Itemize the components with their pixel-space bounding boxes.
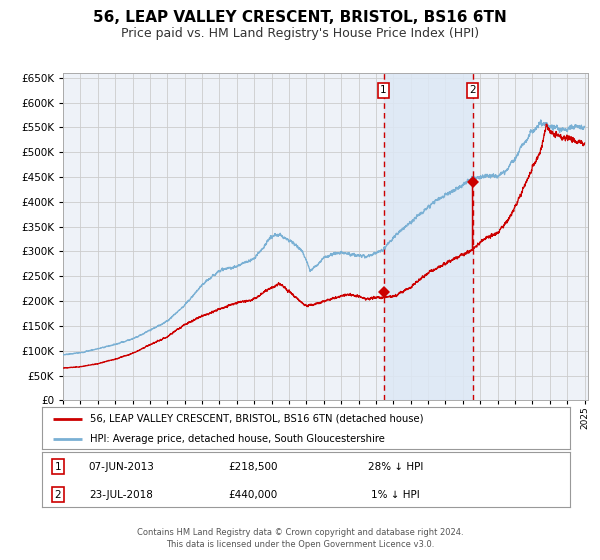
Text: HPI: Average price, detached house, South Gloucestershire: HPI: Average price, detached house, Sout… <box>89 433 385 444</box>
Text: 2: 2 <box>469 85 476 95</box>
Text: 28% ↓ HPI: 28% ↓ HPI <box>368 462 424 472</box>
Text: Price paid vs. HM Land Registry's House Price Index (HPI): Price paid vs. HM Land Registry's House … <box>121 27 479 40</box>
Text: 1: 1 <box>380 85 387 95</box>
Text: Contains HM Land Registry data © Crown copyright and database right 2024.: Contains HM Land Registry data © Crown c… <box>137 528 463 536</box>
Text: 56, LEAP VALLEY CRESCENT, BRISTOL, BS16 6TN: 56, LEAP VALLEY CRESCENT, BRISTOL, BS16 … <box>93 10 507 25</box>
Text: £440,000: £440,000 <box>229 490 278 500</box>
Text: 23-JUL-2018: 23-JUL-2018 <box>89 490 153 500</box>
Text: 56, LEAP VALLEY CRESCENT, BRISTOL, BS16 6TN (detached house): 56, LEAP VALLEY CRESCENT, BRISTOL, BS16 … <box>89 414 423 424</box>
Text: 2: 2 <box>55 490 61 500</box>
Text: £218,500: £218,500 <box>229 462 278 472</box>
Text: 07-JUN-2013: 07-JUN-2013 <box>88 462 154 472</box>
Bar <box>383 73 473 400</box>
Text: 1: 1 <box>55 462 61 472</box>
Text: This data is licensed under the Open Government Licence v3.0.: This data is licensed under the Open Gov… <box>166 540 434 549</box>
Text: 1% ↓ HPI: 1% ↓ HPI <box>371 490 420 500</box>
